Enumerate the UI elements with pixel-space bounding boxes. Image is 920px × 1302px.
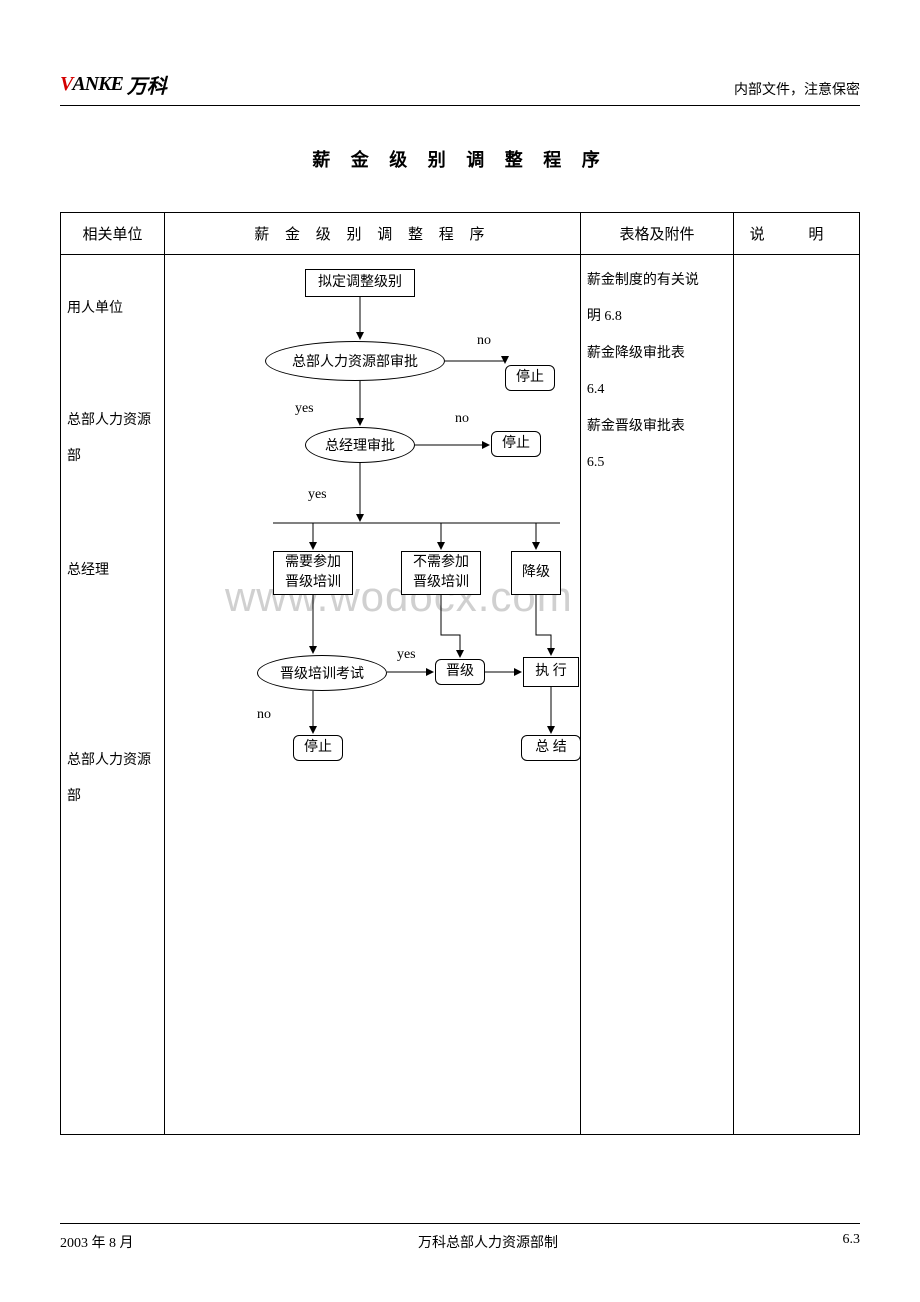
document-title: 薪 金 级 别 调 整 程 序 <box>60 146 860 172</box>
label-no-3: no <box>257 707 271 723</box>
unit-hr-dept-2: 总部人力资源部 <box>67 743 164 816</box>
footer-org: 万科总部人力资源部制 <box>418 1232 558 1252</box>
node-exam: 晋级培训考试 <box>257 655 387 691</box>
node-promote: 晋级 <box>435 659 485 685</box>
node-execute: 执 行 <box>523 657 579 687</box>
unit-hr-dept: 总部人力资源部 <box>67 403 164 476</box>
node-stop-3: 停止 <box>293 735 343 761</box>
node-gm-approval: 总经理审批 <box>305 427 415 463</box>
flowchart-column: www.wodocx.com <box>164 255 580 1135</box>
unit-gm: 总经理 <box>67 551 109 590</box>
forms-line-1: 薪金制度的有关说 <box>587 263 727 299</box>
footer-page: 6.3 <box>843 1232 861 1252</box>
label-no-1: no <box>477 333 491 349</box>
confidential-notice: 内部文件，注意保密 <box>734 79 860 99</box>
page-header: VANKE 万科 内部文件，注意保密 <box>60 70 860 106</box>
node-summary: 总 结 <box>521 735 581 761</box>
forms-line-5: 薪金晋级审批表 <box>587 409 727 445</box>
header-notes: 说 明 <box>734 213 860 255</box>
forms-line-3: 薪金降级审批表 <box>587 336 727 372</box>
procedure-table: 相关单位 薪 金 级 别 调 整 程 序 表格及附件 说 明 用人单位 总部人力… <box>60 212 860 1135</box>
node-hr-approval: 总部人力资源部审批 <box>265 341 445 381</box>
unit-employer: 用人单位 <box>67 289 123 328</box>
node-need-training: 需要参加 晋级培训 <box>273 551 353 595</box>
node-stop-1: 停止 <box>505 365 555 391</box>
logo-chinese: 万科 <box>127 70 167 99</box>
footer-date: 2003 年 8 月 <box>60 1232 134 1252</box>
label-yes-3: yes <box>397 647 416 663</box>
header-unit: 相关单位 <box>61 213 165 255</box>
forms-line-2: 明 6.8 <box>587 299 727 335</box>
header-forms: 表格及附件 <box>580 213 733 255</box>
label-yes-2: yes <box>308 487 327 503</box>
logo: VANKE 万科 <box>60 70 167 99</box>
label-no-2: no <box>455 411 469 427</box>
forms-line-6: 6.5 <box>587 445 727 481</box>
notes-column <box>734 255 860 1135</box>
label-yes-1: yes <box>295 401 314 417</box>
header-flow: 薪 金 级 别 调 整 程 序 <box>164 213 580 255</box>
unit-column: 用人单位 总部人力资源部 总经理 总部人力资源部 <box>61 255 165 1135</box>
forms-column: 薪金制度的有关说 明 6.8 薪金降级审批表 6.4 薪金晋级审批表 6.5 <box>580 255 733 1135</box>
node-demote: 降级 <box>511 551 561 595</box>
forms-line-4: 6.4 <box>587 372 727 408</box>
logo-mark: V <box>60 73 72 96</box>
logo-english: ANKE <box>72 73 122 96</box>
node-stop-2: 停止 <box>491 431 541 457</box>
page-footer: 2003 年 8 月 万科总部人力资源部制 6.3 <box>60 1223 860 1252</box>
node-propose-level: 拟定调整级别 <box>305 269 415 297</box>
node-no-training: 不需参加 晋级培训 <box>401 551 481 595</box>
